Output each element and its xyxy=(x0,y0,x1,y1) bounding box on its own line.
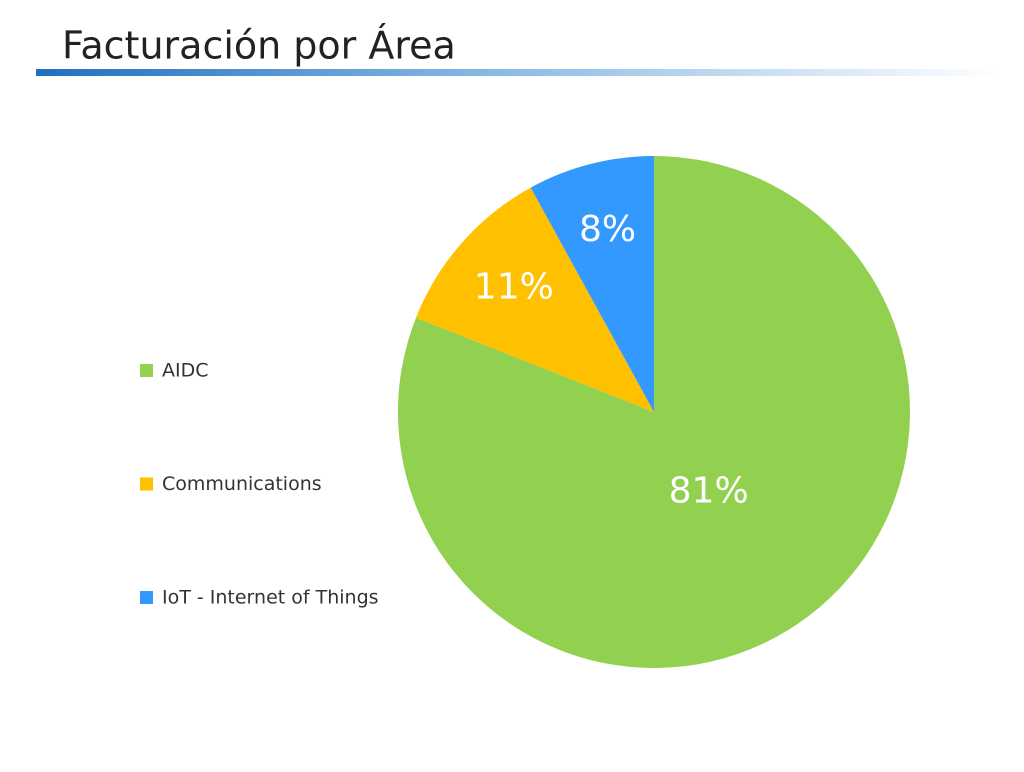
legend-swatch xyxy=(140,477,153,491)
pie-slice xyxy=(530,156,654,412)
data-label: 11% xyxy=(474,266,554,307)
legend-label: IoT - Internet of Things xyxy=(162,587,379,609)
legend-label: Communications xyxy=(162,473,322,495)
pie-slice xyxy=(415,187,654,412)
data-label: 8% xyxy=(579,209,636,250)
legend-swatch xyxy=(140,591,153,604)
legend-swatch xyxy=(140,364,153,377)
chart-title: Facturación por Área xyxy=(62,24,456,68)
legend-label: AIDC xyxy=(162,360,209,382)
data-label: 81% xyxy=(669,470,749,511)
title-underline xyxy=(36,69,1000,76)
